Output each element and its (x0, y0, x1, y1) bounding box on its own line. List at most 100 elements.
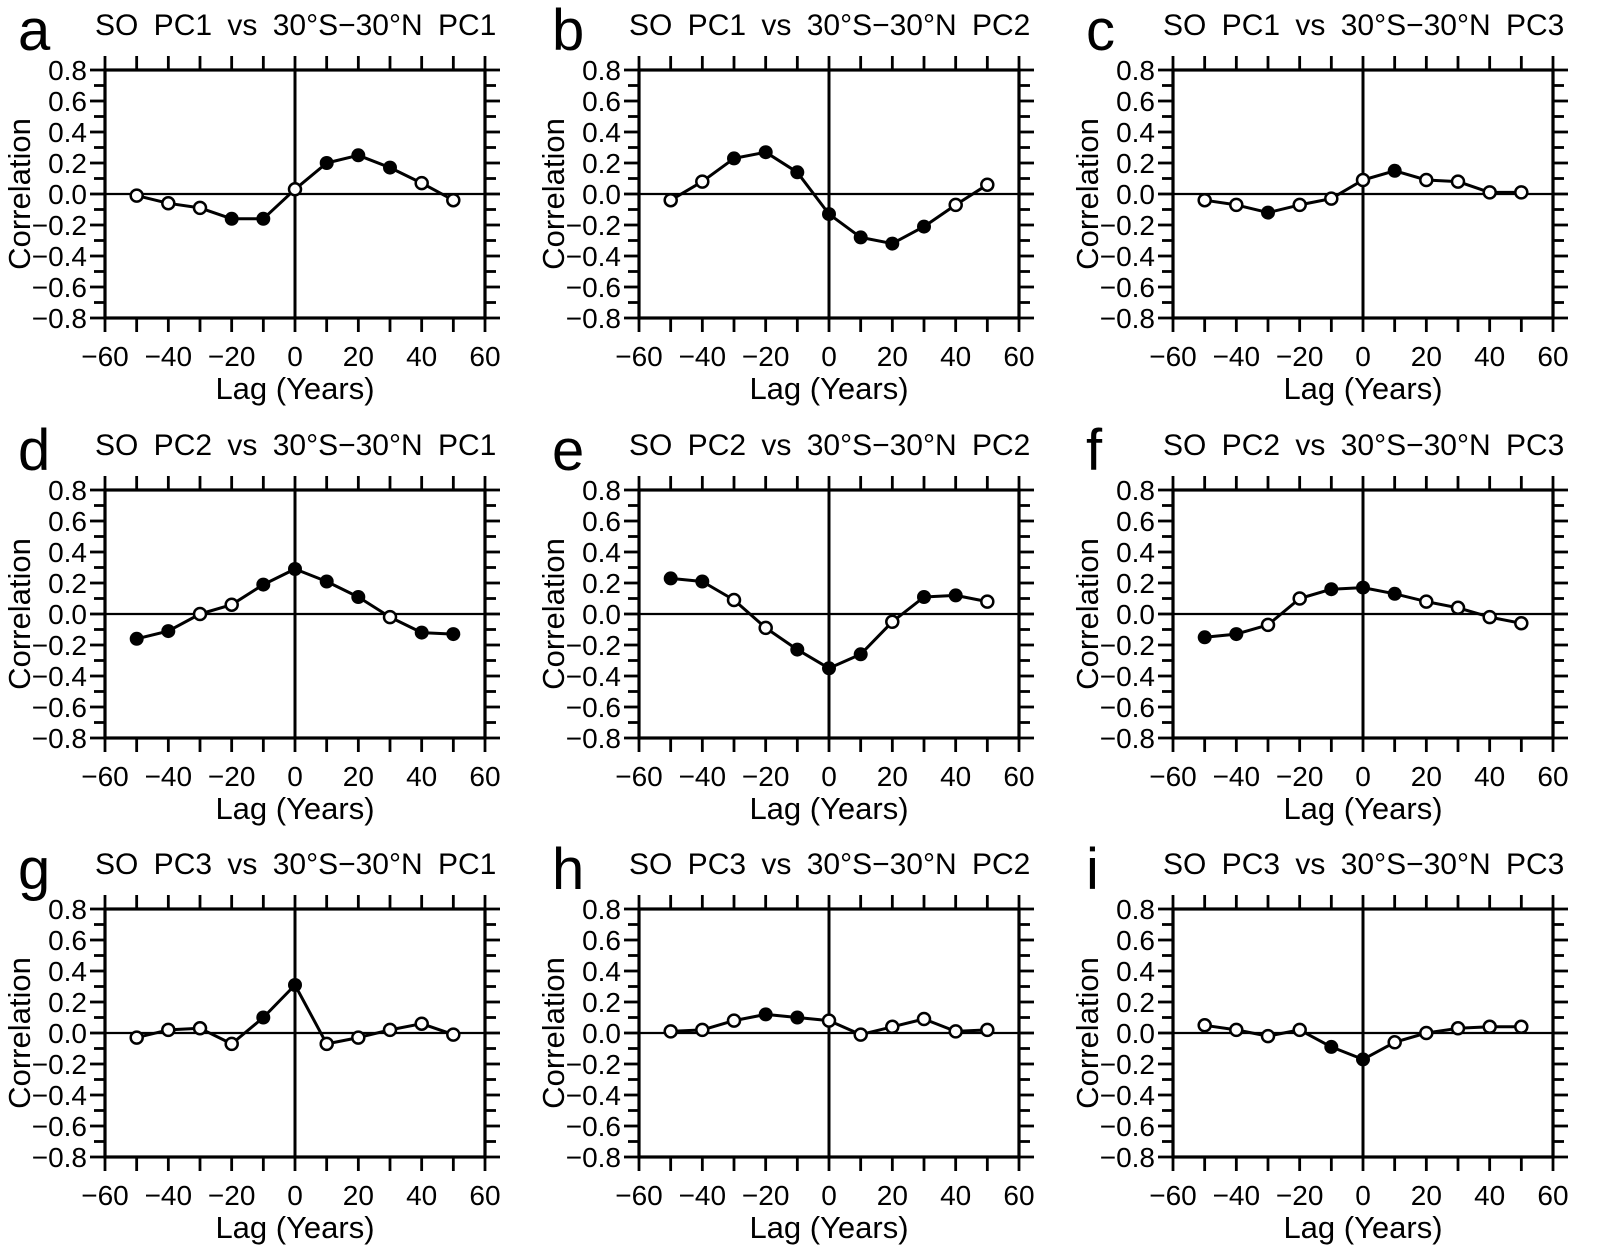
panel-letter: c (1086, 0, 1115, 63)
svg-text:−0.2: −0.2 (566, 630, 621, 661)
svg-text:−60: −60 (81, 341, 129, 372)
svg-text:20: 20 (1411, 341, 1442, 372)
plot-frame (103, 488, 487, 740)
panel-letter: e (552, 418, 585, 483)
open-circle-marker (1419, 594, 1434, 609)
open-circle-marker (1260, 1028, 1276, 1044)
svg-text:0.2: 0.2 (1116, 148, 1155, 179)
plot-frame (1171, 488, 1555, 740)
svg-text:0.0: 0.0 (48, 1018, 87, 1049)
svg-text:−20: −20 (208, 761, 256, 792)
panel-d: d SO PC2 vs 30°S−30°N PC1 Correlation La… (0, 420, 534, 839)
svg-text:0.2: 0.2 (48, 568, 87, 599)
open-circle-marker (224, 1036, 239, 1052)
panel-letter: d (18, 418, 51, 483)
svg-text:20: 20 (1411, 1180, 1442, 1211)
tick-marks (90, 56, 500, 332)
open-circle-marker (129, 188, 144, 203)
filled-circle-marker (758, 145, 773, 160)
open-circle-marker (161, 196, 176, 211)
y-tick-labels: 0.80.60.40.20.0−0.2−0.4−0.6−0.8 (566, 475, 621, 754)
filled-circle-marker (822, 661, 836, 676)
filled-circle-marker (663, 571, 678, 586)
open-circle-marker (1514, 1019, 1529, 1035)
data-points (129, 978, 461, 1052)
open-circle-marker (758, 620, 773, 636)
panel-f: f SO PC2 vs 30°S−30°N PC3 Correlation La… (1068, 420, 1602, 839)
svg-text:20: 20 (1411, 761, 1442, 792)
x-axis-label: Lag (Years) (749, 371, 909, 406)
svg-text:−60: −60 (1149, 341, 1197, 372)
svg-text:−0.2: −0.2 (566, 1049, 621, 1080)
svg-text:0.6: 0.6 (1116, 506, 1155, 537)
svg-text:−60: −60 (81, 761, 129, 792)
svg-text:−0.2: −0.2 (32, 210, 87, 241)
svg-text:−0.6: −0.6 (32, 1111, 87, 1142)
open-circle-marker (885, 614, 900, 630)
svg-text:20: 20 (343, 341, 374, 372)
filled-circle-marker (288, 562, 302, 576)
open-circle-marker (1260, 617, 1276, 633)
filled-circle-marker (224, 211, 239, 226)
x-axis-label: Lag (Years) (215, 791, 375, 826)
x-tick-labels: −60 −40 −20 0 20 40 60 (81, 1180, 500, 1211)
open-circle-marker (1229, 197, 1244, 213)
x-axis-label: Lag (Years) (749, 791, 909, 826)
plot-frame (1171, 68, 1555, 320)
panel-title: SO PC3 vs 30°S−30°N PC1 (95, 848, 497, 881)
filled-circle-marker (1356, 1052, 1370, 1067)
y-tick-labels: 0.80.60.40.20.0−0.2−0.4−0.6−0.8 (32, 475, 87, 754)
svg-text:0.8: 0.8 (48, 894, 87, 925)
x-axis-label: Lag (Years) (1283, 791, 1443, 826)
svg-text:−0.6: −0.6 (32, 692, 87, 723)
svg-text:0.2: 0.2 (582, 148, 621, 179)
svg-text:0.4: 0.4 (1116, 537, 1155, 568)
filled-circle-marker (351, 148, 366, 163)
svg-text:0: 0 (1355, 341, 1371, 372)
svg-text:−0.8: −0.8 (32, 1142, 87, 1173)
svg-text:−0.2: −0.2 (1100, 1049, 1155, 1080)
panel-letter: i (1086, 837, 1099, 902)
svg-text:−20: −20 (1276, 341, 1324, 372)
open-circle-marker (663, 192, 678, 208)
svg-text:0.4: 0.4 (582, 117, 621, 148)
panel-i: i SO PC3 vs 30°S−30°N PC3 Correlation La… (1068, 839, 1602, 1258)
svg-text:−0.4: −0.4 (32, 241, 87, 272)
lag-correlation-plot: −60 −40 −20 0 20 40 600.80.60.40.20.0−0.2−0.4−… (566, 894, 1035, 1211)
svg-text:−0.8: −0.8 (1100, 723, 1155, 754)
open-circle-marker (1482, 185, 1497, 200)
tick-marks (90, 895, 500, 1171)
data-points (663, 571, 995, 676)
svg-text:0.2: 0.2 (582, 987, 621, 1018)
filled-circle-marker (885, 236, 900, 251)
open-circle-marker (1324, 191, 1339, 206)
open-circle-marker (319, 1036, 334, 1052)
filled-circle-marker (161, 624, 176, 639)
svg-text:−20: −20 (208, 341, 256, 372)
svg-text:60: 60 (1003, 761, 1034, 792)
x-axis-label: Lag (Years) (1283, 371, 1443, 406)
open-circle-marker (726, 1013, 742, 1028)
svg-text:−0.8: −0.8 (566, 1142, 621, 1173)
svg-text:−0.2: −0.2 (1100, 630, 1155, 661)
svg-text:0: 0 (821, 761, 837, 792)
svg-text:−0.4: −0.4 (1100, 1080, 1155, 1111)
svg-text:−0.4: −0.4 (32, 661, 87, 692)
open-circle-marker (853, 1027, 868, 1042)
filled-circle-marker (695, 574, 710, 589)
filled-circle-marker (256, 1010, 271, 1025)
x-tick-labels: −60 −40 −20 0 20 40 60 (615, 341, 1034, 372)
svg-text:−40: −40 (145, 761, 193, 792)
panel-title: SO PC1 vs 30°S−30°N PC3 (1163, 9, 1565, 42)
svg-text:0.2: 0.2 (48, 148, 87, 179)
open-circle-marker (885, 1019, 900, 1035)
filled-circle-marker (383, 160, 397, 175)
svg-text:0.8: 0.8 (1116, 55, 1155, 86)
tick-marks (1158, 895, 1568, 1171)
zero-reference-lines (105, 490, 485, 738)
data-points (129, 148, 461, 226)
tick-marks (624, 895, 1034, 1171)
open-circle-marker (980, 1022, 995, 1038)
open-circle-marker (192, 200, 208, 216)
svg-text:−20: −20 (208, 1180, 256, 1211)
